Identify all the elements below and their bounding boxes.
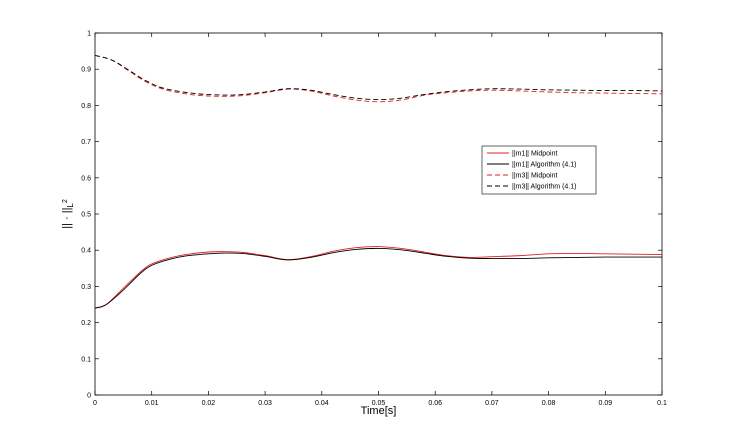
x-tick-label: 0.05 <box>372 400 386 407</box>
x-tick-label: 0.03 <box>258 400 272 407</box>
x-tick-label: 0.1 <box>657 400 667 407</box>
y-tick-label: 0 <box>87 393 91 400</box>
y-axis-label: || · ||L2 <box>61 199 75 229</box>
legend-entry-2: ||m1|| Algorithm (4.1) <box>512 162 576 169</box>
legend-entry-3: ||m3|| Midpoint <box>512 173 557 180</box>
x-axis-ticks: 0 0.01 0.02 0.03 0.04 0.05 0.06 0.07 0.08 0.09 0.1 <box>93 33 667 407</box>
y-axis-ticks: 0 0.1 0.2 0.3 0.4 0.5 0.6 0.7 0.8 0.9 1 <box>81 31 662 400</box>
y-tick-label: 0.8 <box>81 103 91 110</box>
y-tick-label: 0.4 <box>81 248 91 255</box>
series-line-3 <box>94 55 663 103</box>
series-line-2 <box>94 247 662 309</box>
y-tick-label: 0.2 <box>81 320 91 327</box>
y-tick-label: 0.1 <box>81 356 91 363</box>
legend: ||m1|| Midpoint ||m1|| Algorithm (4.1) ||m… <box>481 145 597 195</box>
legend-entry-1: ||m1|| Midpoint <box>512 151 557 158</box>
x-tick-label: 0.06 <box>428 400 442 407</box>
x-tick-label: 0.07 <box>485 400 499 407</box>
x-tick-label: 0.04 <box>315 400 329 407</box>
series-line-4 <box>94 55 663 101</box>
svg-text:|| · ||L2: || · ||L2 <box>61 199 75 229</box>
plot-area <box>94 32 663 396</box>
y-tick-label: 0.6 <box>81 175 91 182</box>
y-tick-label: 0.9 <box>81 67 91 74</box>
series-line-1 <box>94 246 663 309</box>
y-tick-label: 1 <box>87 31 91 38</box>
y-axis-label-main: || · || <box>61 208 73 229</box>
x-tick-label: 0 <box>93 400 97 407</box>
y-tick-label: 0.5 <box>81 212 91 219</box>
y-tick-label: 0.3 <box>81 284 91 291</box>
x-tick-label: 0.02 <box>202 400 216 407</box>
x-tick-label: 0.08 <box>542 400 556 407</box>
legend-box <box>481 145 597 195</box>
y-tick-label: 0.7 <box>81 139 91 146</box>
legend-entry-4: ||m3|| Algorithm (4.1) <box>512 184 576 191</box>
x-axis-label: Time[s] <box>361 405 397 417</box>
x-tick-label: 0.01 <box>145 400 159 407</box>
y-axis-label-sup: 2 <box>62 199 69 203</box>
x-tick-label: 0.09 <box>598 400 612 407</box>
y-axis-label-sub: L <box>66 203 75 208</box>
series-layer <box>94 55 663 309</box>
